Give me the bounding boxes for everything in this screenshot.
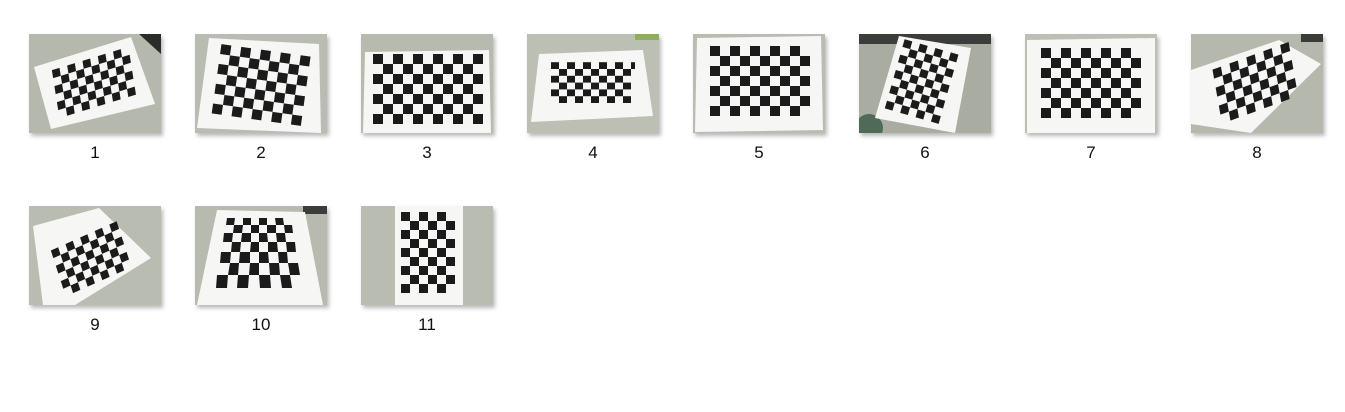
checkerboard-photo-icon[interactable] bbox=[195, 34, 327, 133]
thumbnail-label: 9 bbox=[90, 315, 100, 334]
thumbnail-item[interactable]: 5 bbox=[693, 34, 825, 163]
thumbnail-label: 11 bbox=[418, 315, 436, 334]
thumbnail-item[interactable]: 8 bbox=[1191, 34, 1323, 163]
checkerboard-photo-icon[interactable] bbox=[29, 206, 161, 305]
thumbnail-label: 6 bbox=[920, 143, 930, 162]
thumbnail-label: 1 bbox=[90, 143, 100, 162]
thumbnail-item[interactable]: 6 bbox=[859, 34, 991, 163]
thumbnail-item[interactable]: 10 bbox=[195, 206, 327, 335]
thumbnail-item[interactable]: 9 bbox=[29, 206, 161, 335]
thumbnail-label: 7 bbox=[1086, 143, 1096, 162]
thumbnail-item[interactable]: 4 bbox=[527, 34, 659, 163]
thumbnail-label: 10 bbox=[251, 315, 271, 334]
thumbnail-label: 5 bbox=[754, 143, 764, 162]
thumbnail-item[interactable]: 7 bbox=[1025, 34, 1157, 163]
thumbnail-item[interactable]: 11 bbox=[361, 206, 493, 335]
checkerboard-photo-icon[interactable] bbox=[527, 34, 659, 133]
thumbnail-label: 2 bbox=[256, 143, 266, 162]
checkerboard-photo-icon[interactable] bbox=[195, 206, 327, 305]
checkerboard-photo-icon[interactable] bbox=[361, 206, 493, 305]
thumbnail-label: 4 bbox=[588, 143, 598, 162]
thumbnail-label: 8 bbox=[1252, 143, 1262, 162]
checkerboard-photo-icon[interactable] bbox=[693, 34, 825, 133]
checkerboard-photo-icon[interactable] bbox=[859, 34, 991, 133]
checkerboard-photo-icon[interactable] bbox=[361, 34, 493, 133]
thumbnail-grid: 1 2 bbox=[29, 34, 1323, 335]
checkerboard-photo-icon[interactable] bbox=[1191, 34, 1323, 133]
thumbnail-item[interactable]: 1 bbox=[29, 34, 161, 163]
checkerboard-photo-icon[interactable] bbox=[1025, 34, 1157, 133]
checkerboard-photo-icon[interactable] bbox=[29, 34, 161, 133]
thumbnail-item[interactable]: 2 bbox=[195, 34, 327, 163]
thumbnail-label: 3 bbox=[422, 143, 432, 162]
thumbnail-item[interactable]: 3 bbox=[361, 34, 493, 163]
